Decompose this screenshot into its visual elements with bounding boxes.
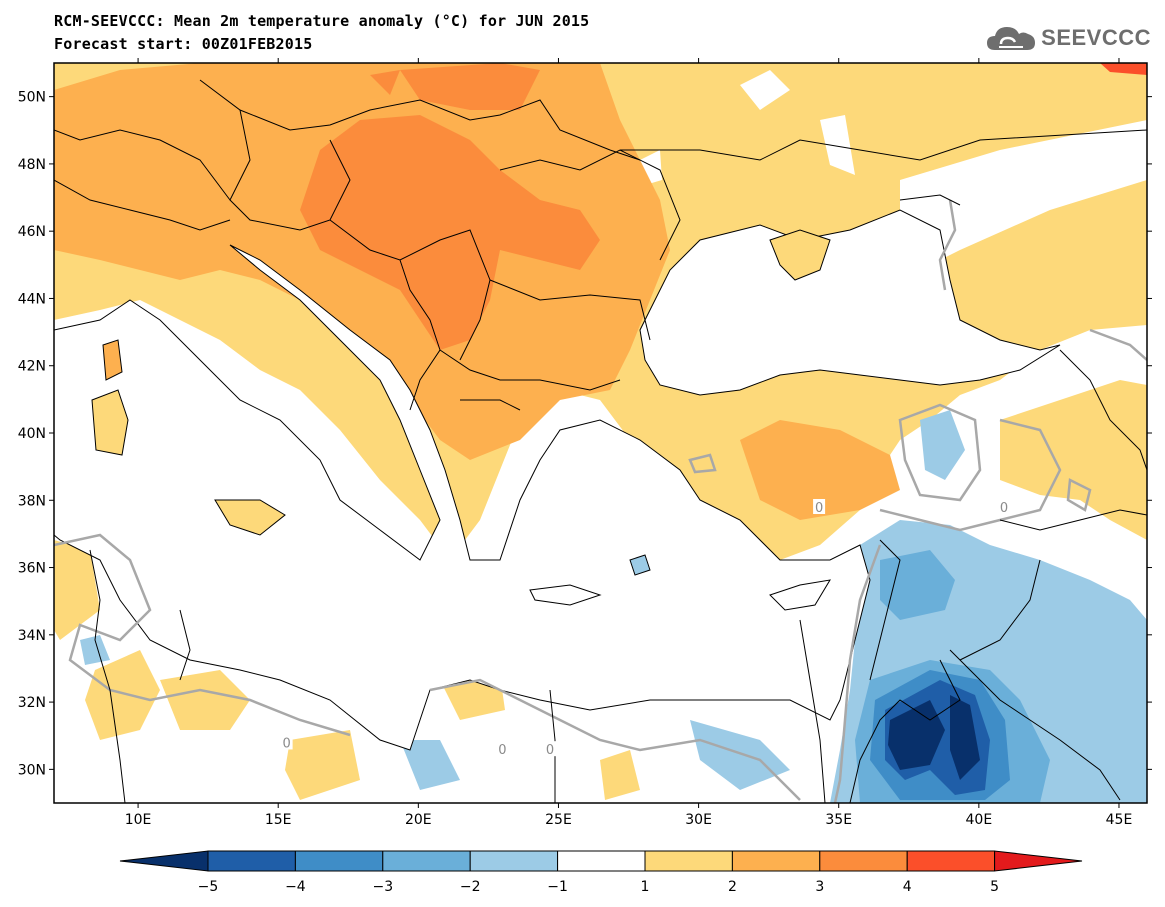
colorbar-label: 3 [815, 879, 824, 895]
sicily [214, 499, 286, 536]
lat-tick-label: 36N [18, 561, 46, 577]
zero-contours [54, 199, 1147, 803]
country-borders [54, 79, 1147, 803]
contour-label-bg [496, 741, 509, 757]
seevccc-logo: SEEVCCC [985, 22, 1151, 54]
contour-label: 0 [282, 736, 290, 751]
colorbar-box [644, 850, 733, 872]
colorbar-under-triangle [119, 850, 209, 872]
anomaly-area-near-zero-ukraine [640, 70, 1147, 270]
crimea [769, 229, 831, 281]
lat-tick-label: 40N [18, 426, 46, 442]
colorbar-over-triangle [994, 850, 1083, 872]
colorbar-label: 1 [641, 879, 650, 895]
contour-label-bg [998, 499, 1011, 514]
colorbar-label: −1 [547, 879, 568, 895]
colorbar-box [557, 850, 646, 872]
anomaly-area-2-3-anatolia [740, 420, 900, 520]
contour-label: 0 [546, 743, 554, 758]
contour-label-bg [280, 734, 293, 750]
contour-labels: 0 0 0 0 0 [280, 499, 1011, 758]
lat-tick-label: 42N [18, 359, 46, 375]
lon-tick-label: 30E [685, 812, 712, 828]
contour-label-bg [544, 741, 557, 757]
lat-tick-label: 48N [18, 157, 46, 173]
colorbar-label: −2 [460, 879, 481, 895]
colorbar-box [819, 850, 908, 872]
colorbar-label: 2 [728, 879, 737, 895]
latitude-axis: 30N 32N 34N 36N 38N 40N 42N 44N 46N 48N 50N [18, 90, 1152, 778]
colorbar-label: −3 [372, 879, 393, 895]
lat-tick-label: 44N [18, 291, 46, 307]
lon-tick-label: 20E [405, 812, 432, 828]
anomaly-area-3-4-north [370, 63, 540, 110]
colorbar-label: −4 [285, 879, 306, 895]
lon-tick-label: 10E [125, 812, 152, 828]
lon-tick-label: 40E [966, 812, 993, 828]
rhodes [629, 554, 651, 576]
anomaly-area-3-4 [300, 115, 600, 350]
lat-tick-label: 30N [18, 762, 46, 778]
crete [529, 584, 602, 606]
contour-label-bg [813, 499, 826, 514]
lon-tick-label: 25E [545, 812, 572, 828]
anomaly-area-below-minus5 [888, 695, 980, 780]
contour-label: 0 [815, 501, 823, 516]
lat-tick-label: 50N [18, 90, 46, 106]
mediterranean-sea [54, 244, 871, 751]
contour-label: 0 [498, 743, 506, 758]
lon-tick-label: 35E [825, 812, 852, 828]
anomaly-field [54, 63, 1147, 803]
longitude-axis: 10E 15E 20E 25E 30E 35E 40E 45E [125, 58, 1133, 828]
lat-tick-label: 38N [18, 493, 46, 509]
colorbar: −5 −4 −3 −2 −1 1 2 3 4 5 [119, 850, 1083, 895]
lat-tick-label: 32N [18, 695, 46, 711]
cloud-icon [987, 27, 1036, 50]
contour-label: 0 [1000, 501, 1008, 516]
colorbar-box [469, 850, 559, 872]
lat-tick-label: 46N [18, 224, 46, 240]
cyprus [769, 579, 831, 611]
islands [91, 339, 831, 611]
lon-tick-label: 45E [1106, 812, 1133, 828]
forecast-start-subtitle: Forecast start: 00Z01FEB2015 [54, 35, 313, 53]
corsica [102, 339, 123, 381]
anomaly-area-1-2-caspian [950, 185, 1147, 320]
colorbar-label: 4 [903, 879, 912, 895]
colorbar-box [207, 850, 296, 872]
lat-tick-label: 34N [18, 628, 46, 644]
colorbar-label: −5 [198, 879, 219, 895]
sardinia [91, 389, 129, 456]
anomaly-area-1-2-africa [54, 505, 640, 800]
logo-text: SEEVCCC [1041, 25, 1151, 50]
anomaly-area-4-5 [1100, 63, 1147, 75]
colorbar-box [906, 850, 996, 872]
colorbar-box [731, 850, 821, 872]
colorbar-box [382, 850, 471, 872]
colorbar-box [294, 850, 384, 872]
map-title: RCM-SEEVCCC: Mean 2m temperature anomaly… [54, 12, 590, 30]
colorbar-label: 5 [990, 879, 999, 895]
lon-tick-label: 15E [265, 812, 292, 828]
